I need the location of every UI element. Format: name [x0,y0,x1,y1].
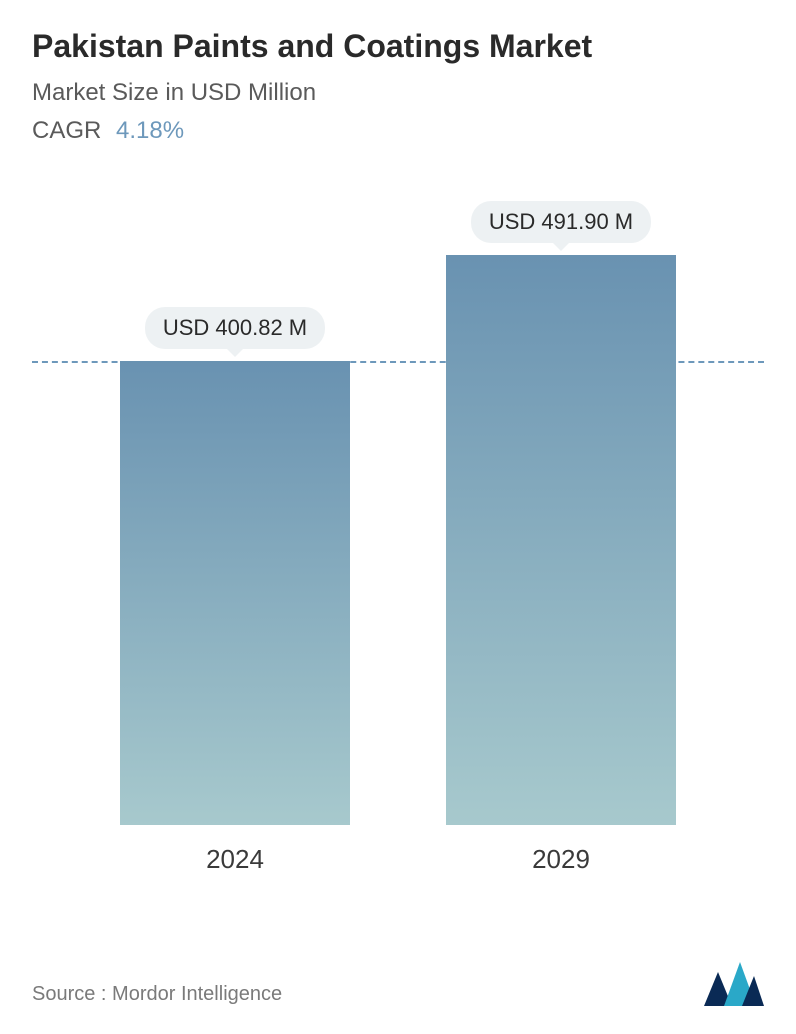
x-axis-labels: 2024 2029 [32,844,764,875]
value-label-2024: USD 400.82 M [145,307,325,349]
x-label-2024: 2024 [120,844,350,875]
footer-row: Source : Mordor Intelligence [32,962,764,1006]
x-label-2029: 2029 [446,844,676,875]
cagr-label: CAGR [32,117,101,144]
chart-title: Pakistan Paints and Coatings Market [32,28,764,65]
mordor-logo-icon [704,962,764,1006]
bar-group-2024: USD 400.82 M [120,307,350,825]
cagr-row: CAGR 4.18% [32,117,764,145]
chart-area: USD 400.82 M USD 491.90 M 2024 2029 [32,195,764,875]
cagr-value: 4.18% [116,117,184,144]
bar-group-2029: USD 491.90 M [446,201,676,825]
source-text: Source : Mordor Intelligence [32,983,282,1006]
bars-container: USD 400.82 M USD 491.90 M [32,195,764,825]
value-label-2029: USD 491.90 M [471,201,651,243]
bar-2024 [120,361,350,825]
chart-subtitle: Market Size in USD Million [32,79,764,107]
bar-2029 [446,255,676,825]
